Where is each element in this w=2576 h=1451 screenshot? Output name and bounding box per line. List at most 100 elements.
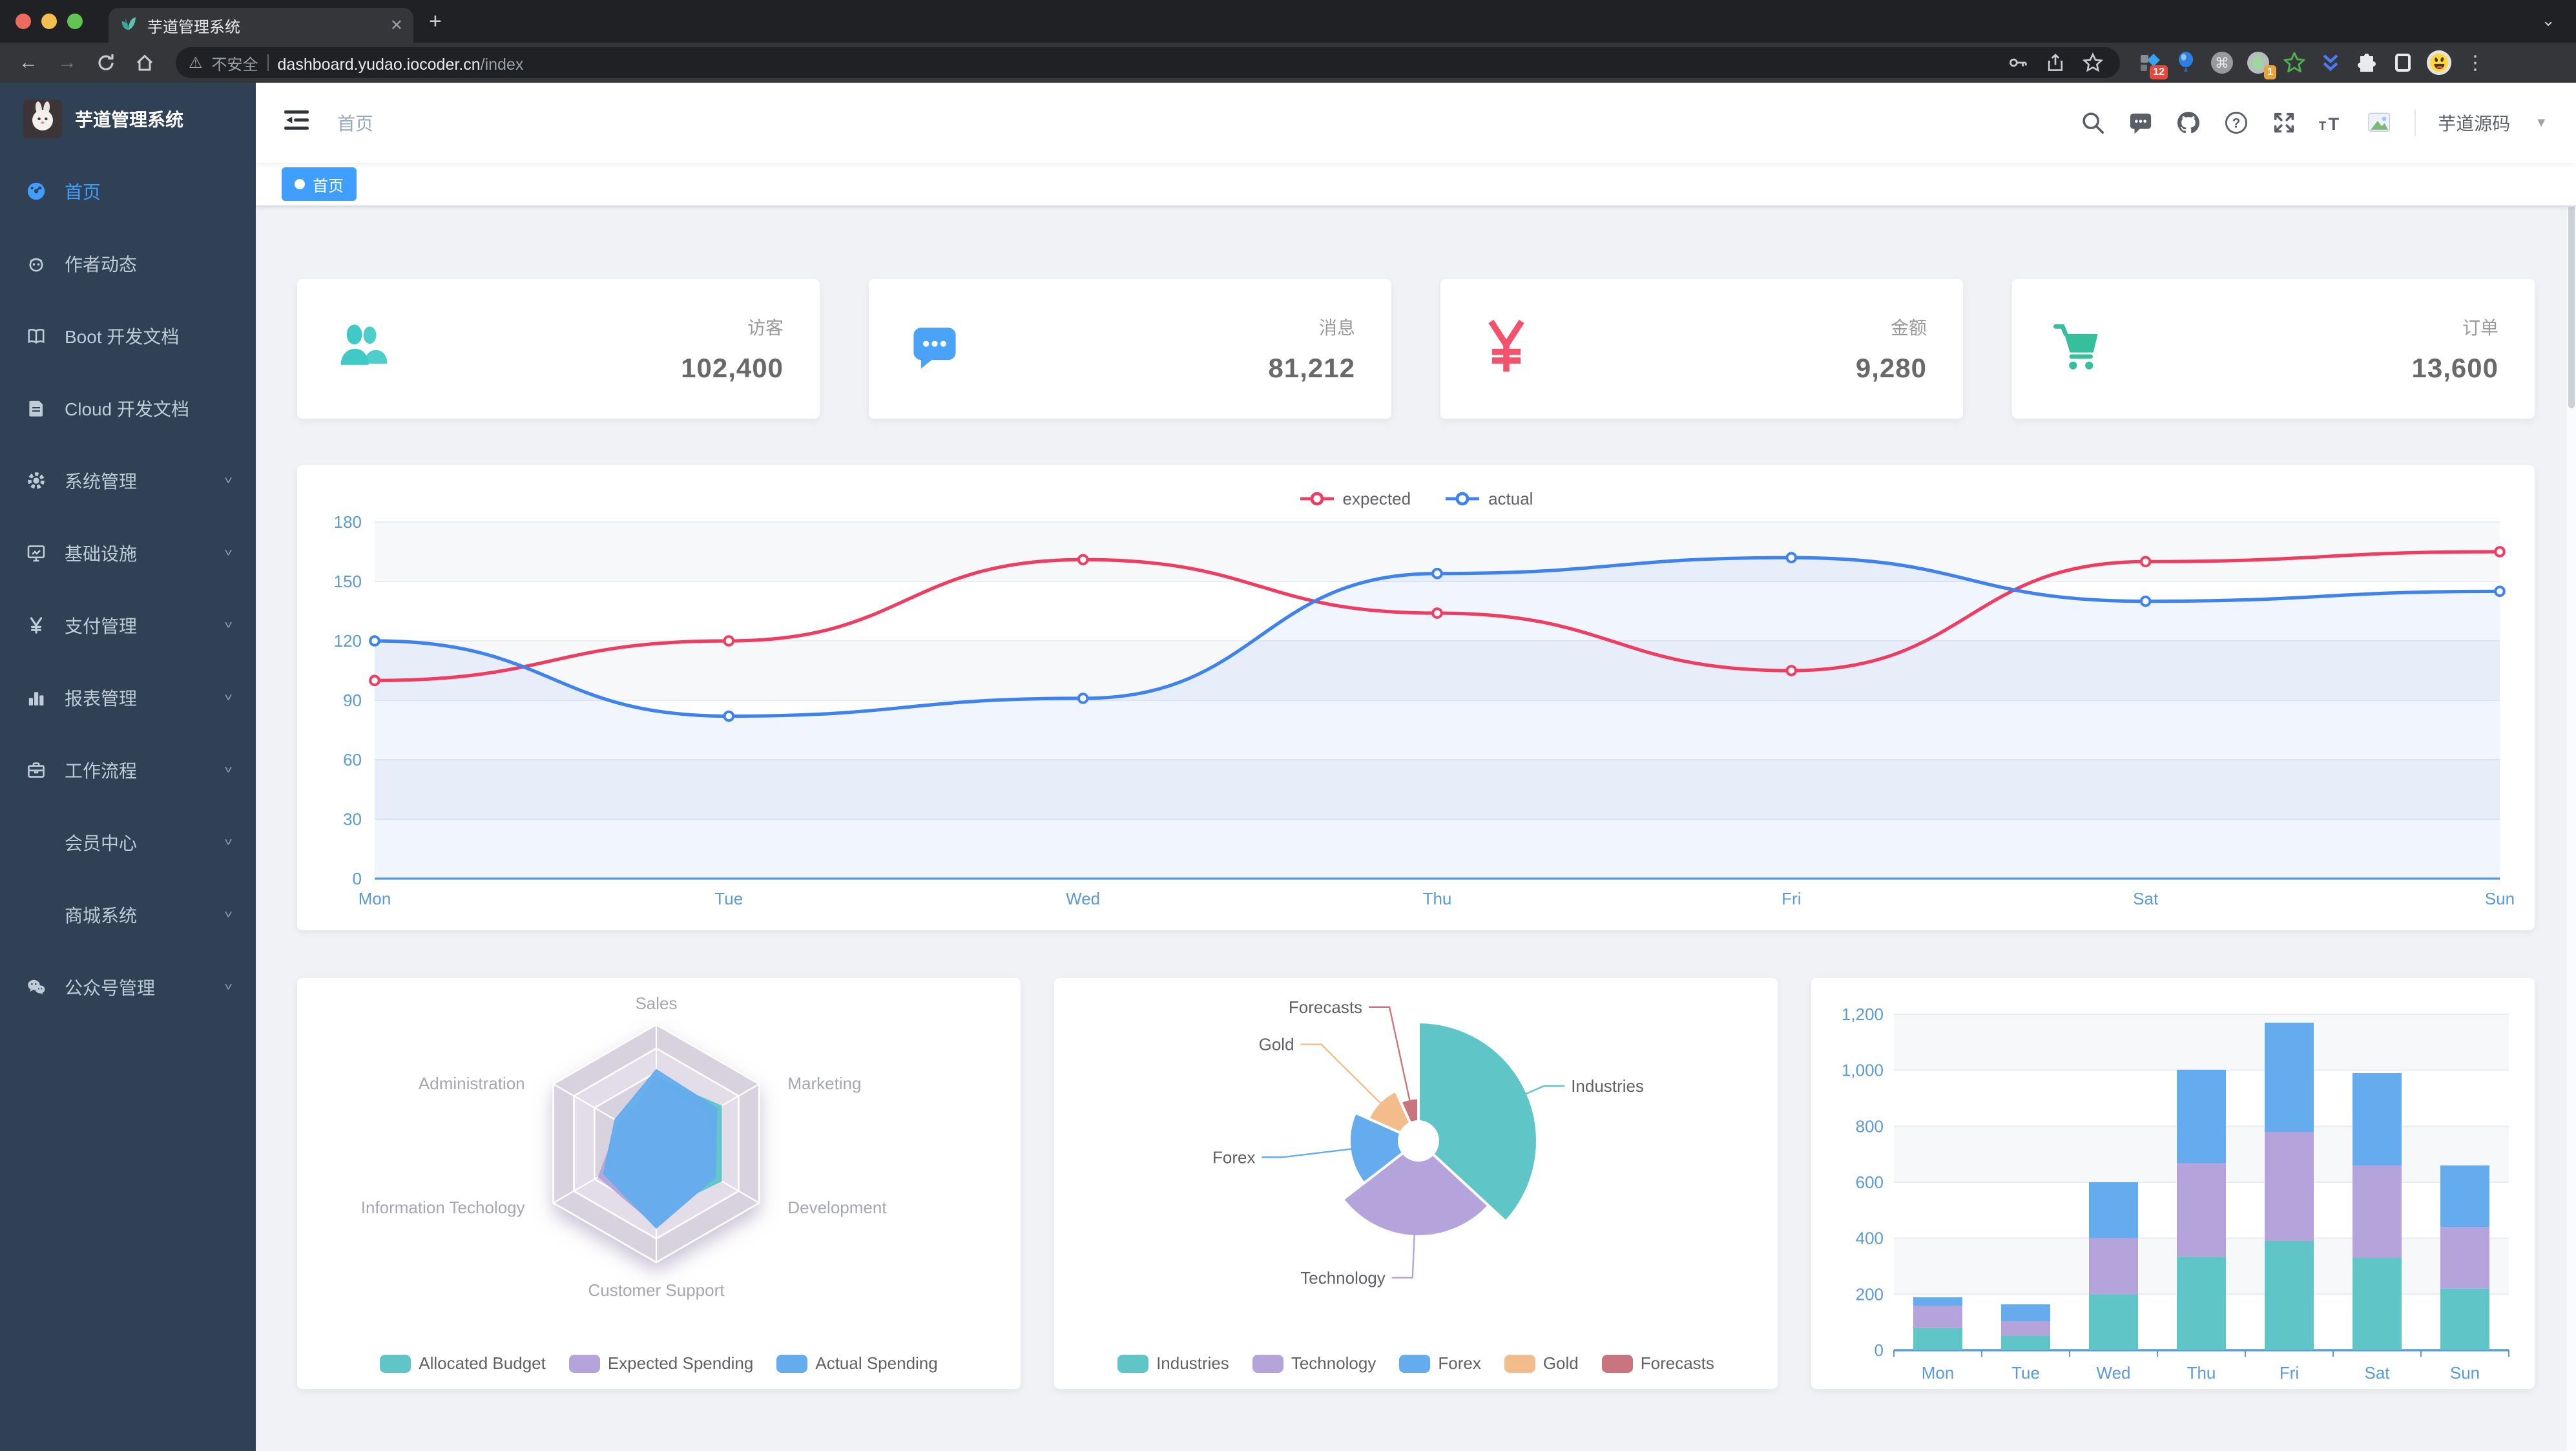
sidebar-item-4[interactable]: Cloud 开发文档	[0, 372, 256, 444]
bar-chart-card: 0 200 400 600 800 1,000 1,200 Mon Tue Wed Thu Fri Sa…	[1811, 978, 2535, 1389]
minimize-window-button[interactable]	[41, 14, 57, 29]
legend-item[interactable]: Industries	[1117, 1353, 1229, 1373]
new-tab-button[interactable]: +	[429, 9, 442, 34]
sidebar-item-1[interactable]: 首页	[0, 155, 256, 227]
back-button[interactable]: ←	[19, 52, 38, 73]
forward-button[interactable]: →	[57, 52, 77, 73]
chevron-down-icon: ˅	[224, 908, 233, 921]
extension-command-icon[interactable]: ⌘	[2208, 48, 2236, 77]
extension-star-icon[interactable]	[2280, 48, 2309, 77]
radar-axis-label: Customer Support	[588, 1280, 725, 1300]
chevron-down-icon: ˅	[224, 474, 233, 487]
sidebar-item-7[interactable]: 支付管理 ˅	[0, 589, 256, 662]
chevron-down-icon: ˅	[224, 691, 233, 704]
legend-item[interactable]: Forecasts	[1601, 1353, 1714, 1373]
svg-text:Wed: Wed	[1066, 889, 1100, 908]
user-name[interactable]: 芋道源码	[2438, 114, 2511, 134]
extension-ds-icon[interactable]: 12	[2135, 48, 2168, 79]
bar-segment	[2265, 1023, 2314, 1132]
scrollbar[interactable]	[2567, 83, 2576, 1451]
share-icon[interactable]	[2041, 48, 2070, 77]
sidebar-item-2[interactable]: 作者动态	[0, 227, 256, 300]
breadcrumb[interactable]: 首页	[337, 114, 374, 134]
sidebar-item-8[interactable]: 报表管理 ˅	[0, 662, 256, 734]
bar-segment	[2001, 1304, 2050, 1321]
sidebar-item-9[interactable]: 工作流程 ˅	[0, 734, 256, 806]
pie-chart-svg: Industries Technology Forex Gold Forecasts	[1212, 997, 1644, 1288]
help-question-icon[interactable]: ?	[2223, 110, 2249, 136]
browser-menu-dots-icon[interactable]: ⋮	[2466, 52, 2485, 74]
yen-icon	[26, 615, 47, 636]
legend-item[interactable]: Expected Spending	[568, 1353, 753, 1373]
browser-tab[interactable]: 芋道管理系统 ✕	[109, 8, 413, 43]
sidebar-item-3[interactable]: Boot 开发文档	[0, 300, 256, 372]
sidebar-menu: 首页作者动态 Boot 开发文档 Cloud 开发文档 系统管理 ˅ 基础设施 ˅ 支付管理 ˅…	[0, 155, 256, 1023]
dashboard-icon	[26, 181, 47, 202]
legend-item-actual[interactable]: actual	[1444, 489, 1533, 509]
profile-avatar[interactable]	[2425, 48, 2453, 77]
radar-chart-svg: Sales Marketing Development Customer Suppor…	[361, 994, 888, 1300]
extension-chevrons-icon[interactable]	[2316, 48, 2345, 77]
extension-balloon-icon[interactable]	[2172, 48, 2200, 77]
extension-tab-suspender-icon[interactable]: 1	[2244, 48, 2276, 79]
stat-value: 13,600	[2411, 353, 2498, 383]
legend-item[interactable]: Technology	[1252, 1353, 1376, 1373]
tab-close-icon[interactable]: ✕	[390, 16, 403, 34]
bookmark-star-icon[interactable]	[2079, 48, 2107, 77]
stat-card-4[interactable]: 订单 13,600	[2012, 279, 2535, 419]
radar-chart-legend: Allocated Budget Expected Spending Actual …	[297, 1353, 1021, 1373]
svg-text:400: 400	[1856, 1229, 1884, 1248]
line-chart[interactable]: 0 30 60 90 120 150 180 Mon Tue Wed Thu Fri Sat Sun	[297, 512, 2535, 923]
app-header: 首页 ?	[256, 83, 2576, 163]
extensions-puzzle-icon[interactable]	[2353, 48, 2381, 77]
address-bar[interactable]: ⚠ 不安全 dashboard.yudao.iocoder.cn/index	[176, 47, 2120, 78]
sidebar-logo[interactable]: 芋道管理系统	[0, 83, 256, 155]
zoom-window-button[interactable]	[67, 14, 83, 29]
sidebar-collapse-icon[interactable]	[284, 109, 309, 136]
legend-item[interactable]: Gold	[1504, 1353, 1579, 1373]
radar-chart[interactable]: Sales Marketing Development Customer Suppor…	[297, 978, 1021, 1330]
github-icon[interactable]	[2176, 110, 2201, 136]
tags-view-bar: 首页	[256, 163, 2576, 207]
legend-item[interactable]: Actual Spending	[776, 1353, 938, 1373]
sidebar-item-10[interactable]: 会员中心 ˅	[0, 806, 256, 879]
briefcase-icon	[26, 760, 47, 780]
fullscreen-icon[interactable]	[2271, 110, 2297, 136]
bar-segment	[2177, 1163, 2226, 1257]
close-window-button[interactable]	[16, 14, 31, 29]
radar-axis-label: Information Techology	[361, 1198, 525, 1217]
pie-label: Industries	[1571, 1076, 1644, 1096]
bar-chart[interactable]: 0 200 400 600 800 1,000 1,200 Mon Tue Wed Thu Fri Sa…	[1811, 978, 2535, 1394]
tag-home[interactable]: 首页	[282, 167, 357, 201]
message-icon[interactable]	[2128, 110, 2154, 136]
sidebar-item-12[interactable]: 公众号管理 ˅	[0, 951, 256, 1023]
side-panel-icon[interactable]	[2389, 48, 2417, 77]
sidebar-item-11[interactable]: 商城系统 ˅	[0, 879, 256, 951]
chevron-down-icon: ˅	[224, 980, 233, 994]
legend-item[interactable]: Allocated Budget	[380, 1353, 546, 1373]
stat-card-1[interactable]: 访客 102,400	[297, 279, 820, 419]
bar-segment	[2440, 1288, 2489, 1350]
pie-chart[interactable]: Industries Technology Forex Gold Forecasts	[1054, 978, 1778, 1330]
stat-card-3[interactable]: 金额 9,280	[1440, 279, 1963, 419]
sidebar-item-6[interactable]: 基础设施 ˅	[0, 517, 256, 589]
search-icon[interactable]	[2080, 110, 2106, 136]
sidebar-item-label: 作者动态	[65, 255, 138, 275]
legend-item[interactable]: Forex	[1399, 1353, 1481, 1373]
user-avatar-broken-image-icon[interactable]	[2367, 110, 2393, 136]
chevron-down-icon: ˅	[224, 618, 233, 632]
password-key-icon[interactable]	[2004, 48, 2032, 77]
tab-search-chevron-icon[interactable]: ⌄	[2541, 10, 2555, 30]
legend-item-expected[interactable]: expected	[1299, 489, 1411, 509]
svg-text:180: 180	[334, 514, 362, 532]
home-button[interactable]	[129, 47, 160, 78]
bar-segment	[1913, 1306, 1962, 1328]
radar-chart-card: Sales Marketing Development Customer Suppor…	[297, 978, 1021, 1389]
svg-text:1,000: 1,000	[1842, 1061, 1884, 1080]
sidebar-item-5[interactable]: 系统管理 ˅	[0, 444, 256, 517]
user-menu-caret-icon[interactable]: ▼	[2535, 115, 2548, 130]
reload-button[interactable]	[90, 47, 121, 78]
stat-card-2[interactable]: 消息 81,212	[869, 279, 1391, 419]
